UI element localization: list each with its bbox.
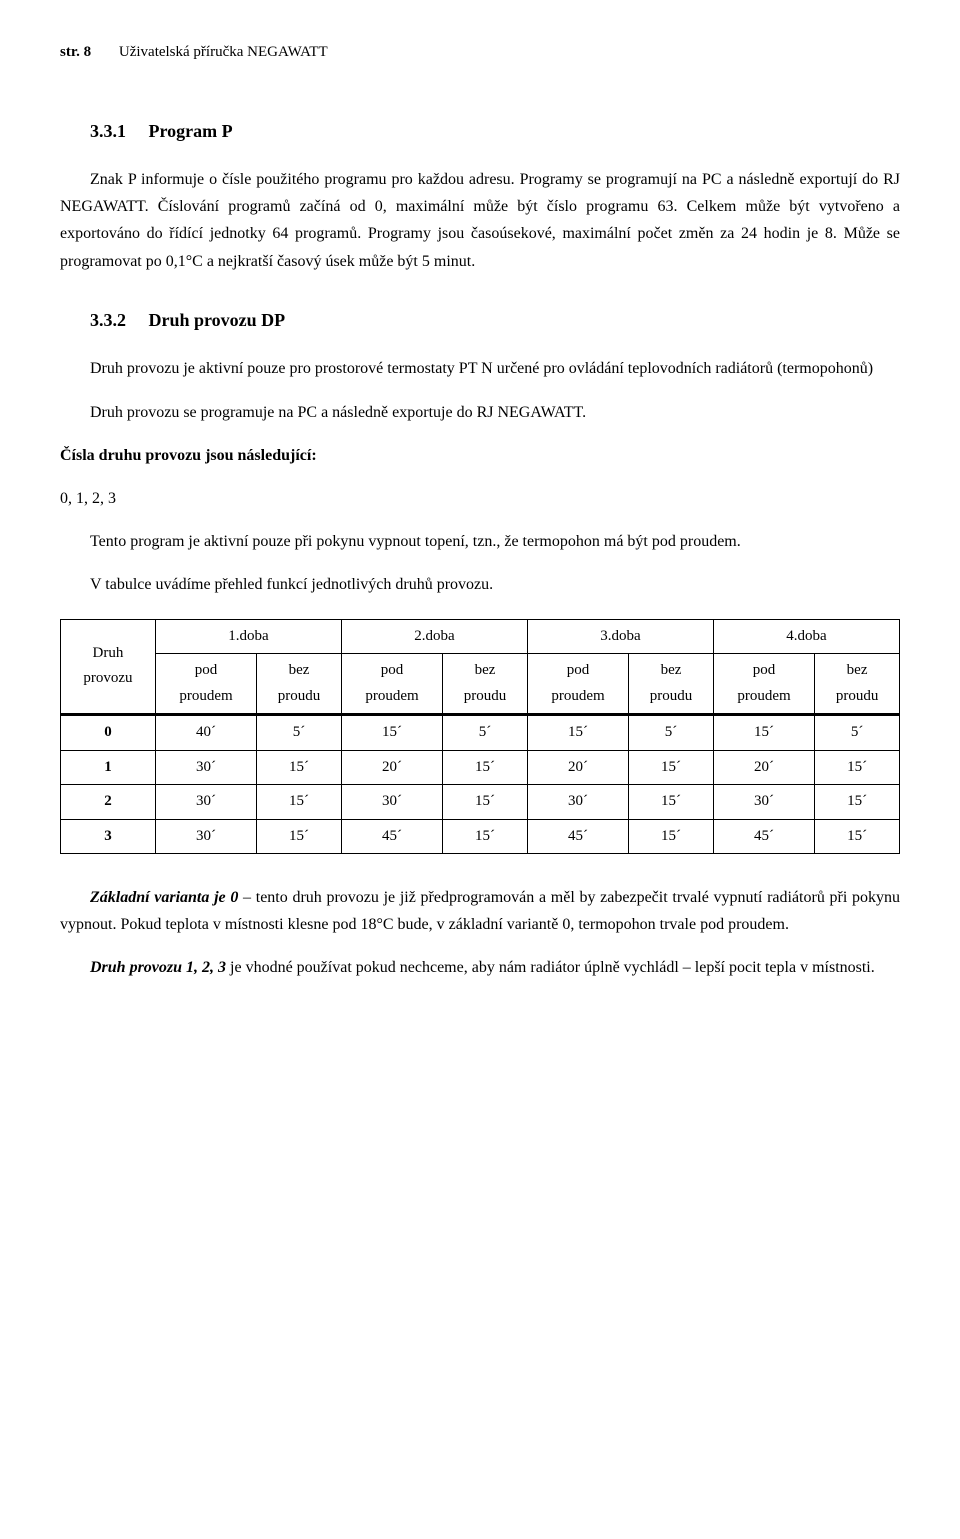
row-id: 2 <box>61 785 156 820</box>
section-heading-332: 3.3.2 Druh provozu DP <box>90 305 900 336</box>
cell: 45´ <box>713 819 814 854</box>
table-corner: Druh provozu <box>61 619 156 715</box>
cell: 20´ <box>527 750 628 785</box>
footer-para2: Druh provozu 1, 2, 3 je vhodné používat … <box>60 954 900 981</box>
provoz-table: Druh provozu 1.doba 2.doba 3.doba 4.doba… <box>60 619 900 855</box>
sub-bez: bezproudu <box>815 654 900 715</box>
cell: 15´ <box>815 750 900 785</box>
section-number: 3.3.2 <box>90 310 126 330</box>
cell: 30´ <box>155 750 256 785</box>
cell: 15´ <box>629 819 714 854</box>
cell: 45´ <box>527 819 628 854</box>
period-3: 3.doba <box>527 619 713 654</box>
sub-bez: bezproudu <box>443 654 528 715</box>
corner-l2: provozu <box>83 670 132 686</box>
cell: 30´ <box>155 819 256 854</box>
sub-bez: bezproudu <box>257 654 342 715</box>
period-2: 2.doba <box>341 619 527 654</box>
section-title: Program P <box>149 121 233 141</box>
sub-pod: podproudem <box>155 654 256 715</box>
sub-pod: podproudem <box>713 654 814 715</box>
lead-bold: Čísla druhu provozu jsou následující: <box>60 447 317 464</box>
period-4: 4.doba <box>713 619 899 654</box>
section-332-lead2: Čísla druhu provozu jsou následující: <box>60 442 900 469</box>
cell: 30´ <box>527 785 628 820</box>
cell: 5´ <box>629 715 714 751</box>
rest: je vhodné používat pokud nechceme, aby n… <box>226 959 875 976</box>
cell: 40´ <box>155 715 256 751</box>
row-id: 0 <box>61 715 156 751</box>
cell: 15´ <box>257 785 342 820</box>
cell: 15´ <box>527 715 628 751</box>
cell: 5´ <box>257 715 342 751</box>
corner-l1: Druh <box>93 645 124 661</box>
cell: 20´ <box>341 750 442 785</box>
row-id: 1 <box>61 750 156 785</box>
period-1: 1.doba <box>155 619 341 654</box>
cell: 15´ <box>257 819 342 854</box>
lead-italic: Základní varianta je 0 <box>90 889 238 906</box>
cell: 15´ <box>629 785 714 820</box>
section-number: 3.3.1 <box>90 121 126 141</box>
cell: 30´ <box>155 785 256 820</box>
sub-pod: podproudem <box>527 654 628 715</box>
sub-pod: podproudem <box>341 654 442 715</box>
cell: 15´ <box>443 785 528 820</box>
cell: 15´ <box>443 819 528 854</box>
cell: 5´ <box>815 715 900 751</box>
cell: 5´ <box>443 715 528 751</box>
section-332-para2: Tento program je aktivní pouze při pokyn… <box>60 528 900 555</box>
section-heading-331: 3.3.1 Program P <box>90 116 900 147</box>
section-332-para1: Druh provozu je aktivní pouze pro prosto… <box>60 355 900 382</box>
cell: 30´ <box>341 785 442 820</box>
sub-bez: bezproudu <box>629 654 714 715</box>
cell: 30´ <box>713 785 814 820</box>
cell: 15´ <box>713 715 814 751</box>
cell: 15´ <box>629 750 714 785</box>
row-id: 3 <box>61 819 156 854</box>
table-row: 1 30´ 15´ 20´ 15´ 20´ 15´ 20´ 15´ <box>61 750 900 785</box>
cell: 15´ <box>443 750 528 785</box>
section-331-para: Znak P informuje o čísle použitého progr… <box>60 166 900 275</box>
page-number: str. 8 <box>60 44 91 60</box>
footer-para1: Základní varianta je 0 – tento druh prov… <box>60 884 900 938</box>
cell: 20´ <box>713 750 814 785</box>
cell: 15´ <box>815 785 900 820</box>
section-332-nums: 0, 1, 2, 3 <box>60 485 900 512</box>
page-header: str. 8 Uživatelská příručka NEGAWATT <box>60 40 900 66</box>
cell: 15´ <box>341 715 442 751</box>
table-row: 2 30´ 15´ 30´ 15´ 30´ 15´ 30´ 15´ <box>61 785 900 820</box>
table-row: 0 40´ 5´ 15´ 5´ 15´ 5´ 15´ 5´ <box>61 715 900 751</box>
section-332-para1b: Druh provozu se programuje na PC a násle… <box>60 399 900 426</box>
section-title: Druh provozu DP <box>149 310 286 330</box>
cell: 45´ <box>341 819 442 854</box>
doc-title: Uživatelská příručka NEGAWATT <box>119 44 328 60</box>
lead-italic: Druh provozu 1, 2, 3 <box>90 959 226 976</box>
section-332-para3: V tabulce uvádíme přehled funkcí jednotl… <box>60 571 900 598</box>
cell: 15´ <box>257 750 342 785</box>
cell: 15´ <box>815 819 900 854</box>
table-row: 3 30´ 15´ 45´ 15´ 45´ 15´ 45´ 15´ <box>61 819 900 854</box>
